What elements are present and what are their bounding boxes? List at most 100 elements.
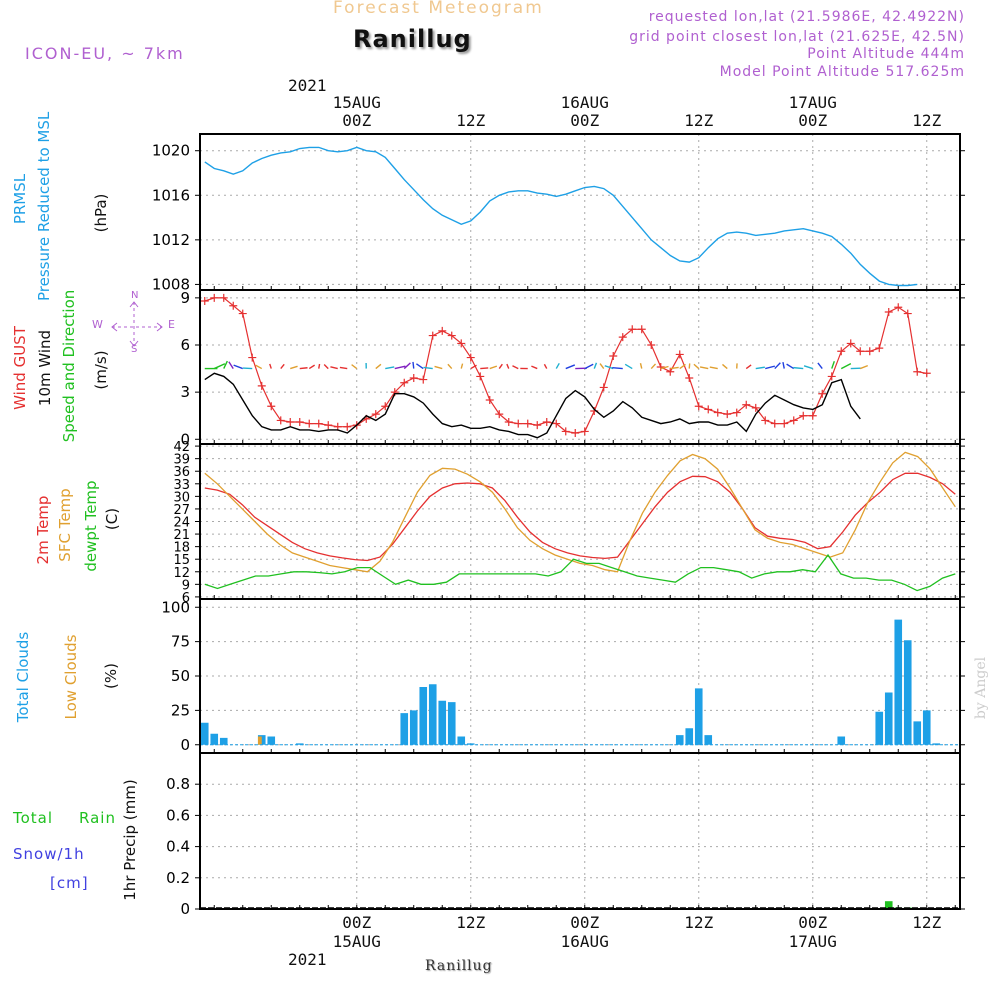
gust-marker <box>751 403 760 412</box>
total-cloud-bar <box>428 684 437 745</box>
gust-marker <box>295 418 304 426</box>
precip-legend-total: Total <box>13 809 54 827</box>
footer-location: Ranillug <box>425 958 493 974</box>
compass-rose: W E N S <box>90 290 185 360</box>
wind-direction-arrow <box>817 362 823 370</box>
wind-direction-arrow <box>639 363 643 369</box>
pressure-ytick-label: 1020 <box>152 142 190 160</box>
wind-direction-arrow <box>859 364 869 370</box>
total-cloud-bar <box>922 710 931 745</box>
gust-marker <box>875 344 884 353</box>
gust-marker <box>780 419 789 428</box>
gust-marker <box>466 353 475 362</box>
wind-direction-arrow <box>650 363 657 370</box>
top-hour-label: 00Z <box>342 111 372 130</box>
wind-direction-arrow <box>351 364 358 370</box>
wind-direction-arrow <box>699 366 709 370</box>
wind-direction-arrow <box>480 367 489 370</box>
wind-direction-arrow <box>223 360 228 369</box>
top-hour-label: 00Z <box>570 111 600 130</box>
total-cloud-bar <box>903 640 912 745</box>
wind-direction-arrow <box>290 365 298 370</box>
dewpt-line <box>204 553 956 592</box>
wind-direction-arrow <box>786 363 795 370</box>
gust-marker <box>818 389 827 398</box>
wind-speed-line <box>204 372 861 439</box>
top-hour-label: 12Z <box>456 111 486 130</box>
gust-marker <box>666 367 675 376</box>
clouds-ytick-label: 75 <box>171 633 190 651</box>
gust-marker <box>580 427 589 436</box>
wind-direction-arrow <box>612 366 623 370</box>
wind-direction-arrow <box>584 363 594 370</box>
gust-marker <box>305 419 314 428</box>
bottom-hour-label: 12Z <box>456 913 486 932</box>
clouds-ytick-label: 25 <box>171 701 190 719</box>
total-cloud-bar <box>837 736 846 745</box>
total-cloud-bar <box>295 743 304 745</box>
wind-direction-arrow <box>330 366 338 370</box>
bottom-hour-label: 12Z <box>684 913 714 932</box>
total-cloud-bar <box>704 735 713 745</box>
precip-legend-rain: Rain <box>79 809 116 827</box>
bottom-year-label: 2021 <box>288 950 327 969</box>
wind-direction-arrow <box>498 363 503 369</box>
precipitation-ytick-label: 0.8 <box>166 775 190 793</box>
wind-direction-arrow <box>593 362 598 369</box>
total-cloud-bar <box>419 687 428 745</box>
precipitation-ytick-label: 0.4 <box>166 838 190 856</box>
wind-direction-arrow <box>375 363 382 370</box>
top-date-label: 15AUG <box>332 93 381 112</box>
gust-marker <box>894 303 903 312</box>
gust-marker <box>371 410 380 419</box>
total-cloud-bar <box>219 737 228 745</box>
gust-marker <box>504 418 513 426</box>
total-cloud-bar <box>932 743 941 745</box>
gust-marker <box>219 293 228 302</box>
total-cloud-bar <box>875 711 884 745</box>
top-year-label: 2021 <box>288 76 327 95</box>
compass-n: N <box>131 290 139 301</box>
gust-marker <box>827 372 836 381</box>
gust-marker <box>609 352 618 360</box>
gust-marker <box>571 429 580 437</box>
wind-direction-arrow <box>565 364 576 370</box>
wind-direction-arrow <box>412 361 415 369</box>
clouds-ytick-label: 0 <box>180 736 190 754</box>
gust-marker <box>457 339 466 348</box>
wind-ytick-label: 0 <box>180 430 190 448</box>
wind-direction-arrow <box>470 364 477 370</box>
total-cloud-bar <box>409 710 418 745</box>
gust-marker <box>808 411 817 420</box>
gust-marker <box>922 369 931 378</box>
wind-direction-arrow <box>318 363 321 369</box>
wind-direction-arrow <box>693 363 700 370</box>
bottom-date-label: 15AUG <box>332 932 381 951</box>
wind-ytick-label: 3 <box>180 383 190 401</box>
wind-direction-arrow <box>213 363 226 370</box>
gust-marker <box>229 301 238 310</box>
temperature-ytick-label: 9 <box>182 578 190 593</box>
precipitation-ytick-label: 0 <box>180 900 190 918</box>
wind-direction-arrow <box>415 363 424 370</box>
gust-marker <box>276 416 285 425</box>
wind-direction-arrow <box>323 364 329 370</box>
gust-marker <box>723 410 732 419</box>
total-cloud-bar <box>884 692 893 745</box>
location-title: Ranillug <box>353 25 472 53</box>
wind-direction-arrow <box>803 365 813 370</box>
wind-direction-arrow <box>233 364 243 370</box>
total-cloud-bar <box>438 700 447 745</box>
chart-title: Forecast Meteogram <box>333 0 544 18</box>
precipitation-ytick-label: 0.6 <box>166 806 190 824</box>
gust-marker <box>523 419 532 428</box>
gust-marker <box>542 418 551 426</box>
temperature-ytick-label: 42 <box>173 440 190 455</box>
gust-marker <box>200 297 209 305</box>
wind-direction-arrow <box>403 362 411 370</box>
model-altitude: Model Point Altitude 517.625m <box>719 64 965 80</box>
gust-marker <box>837 347 846 356</box>
temperature-ytick-label: 30 <box>173 490 190 505</box>
bottom-date-label: 17AUG <box>788 932 837 951</box>
